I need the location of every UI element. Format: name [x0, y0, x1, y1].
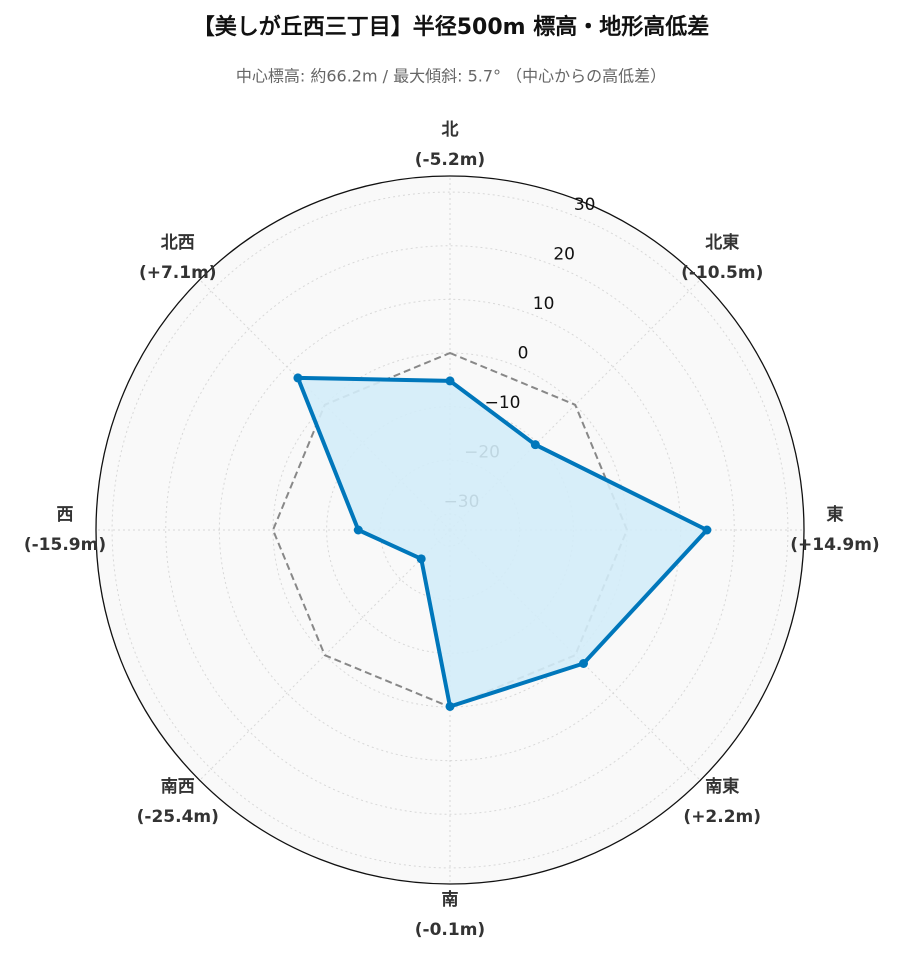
value-label: (+7.1m): [139, 263, 217, 283]
r-tick-label: 0: [518, 344, 529, 364]
r-tick-label: 10: [533, 294, 555, 314]
point: [579, 659, 589, 669]
chart-subtitle: 中心標高: 約66.2m / 最大傾斜: 5.7° （中心からの高低差）: [236, 67, 666, 86]
value-label: (-5.2m): [415, 150, 485, 170]
value-label: (+2.2m): [683, 807, 761, 827]
category-label: 北: [442, 120, 459, 140]
grid-circle: [111, 191, 789, 869]
value-label: (-10.5m): [681, 263, 763, 283]
category-label: 南西: [161, 776, 195, 797]
point: [353, 525, 363, 535]
category-label: 西: [57, 505, 74, 525]
point: [416, 554, 426, 564]
r-tick-label: 30: [574, 195, 596, 215]
value-label: (+14.9m): [790, 535, 879, 555]
value-label: (-0.1m): [415, 920, 485, 940]
point: [445, 376, 455, 386]
r-tick-label: −10: [485, 393, 521, 413]
point: [530, 440, 540, 450]
chart-title: 【美しが丘西三丁目】半径500m 標高・地形高低差: [193, 14, 710, 40]
category-label: 北西: [161, 233, 195, 253]
point: [293, 373, 303, 383]
point: [445, 701, 455, 711]
plot-border: [95, 175, 805, 885]
category-label: 北東: [705, 232, 739, 253]
point: [702, 525, 712, 535]
value-label: (-15.9m): [24, 535, 106, 555]
series-area: [297, 377, 707, 707]
r-tick-label: 20: [553, 244, 575, 264]
category-label: 南: [442, 889, 459, 910]
value-label: (-25.4m): [137, 807, 219, 827]
category-label: 東: [827, 504, 844, 525]
category-label: 南東: [705, 776, 739, 797]
grid-circle: [165, 245, 735, 815]
